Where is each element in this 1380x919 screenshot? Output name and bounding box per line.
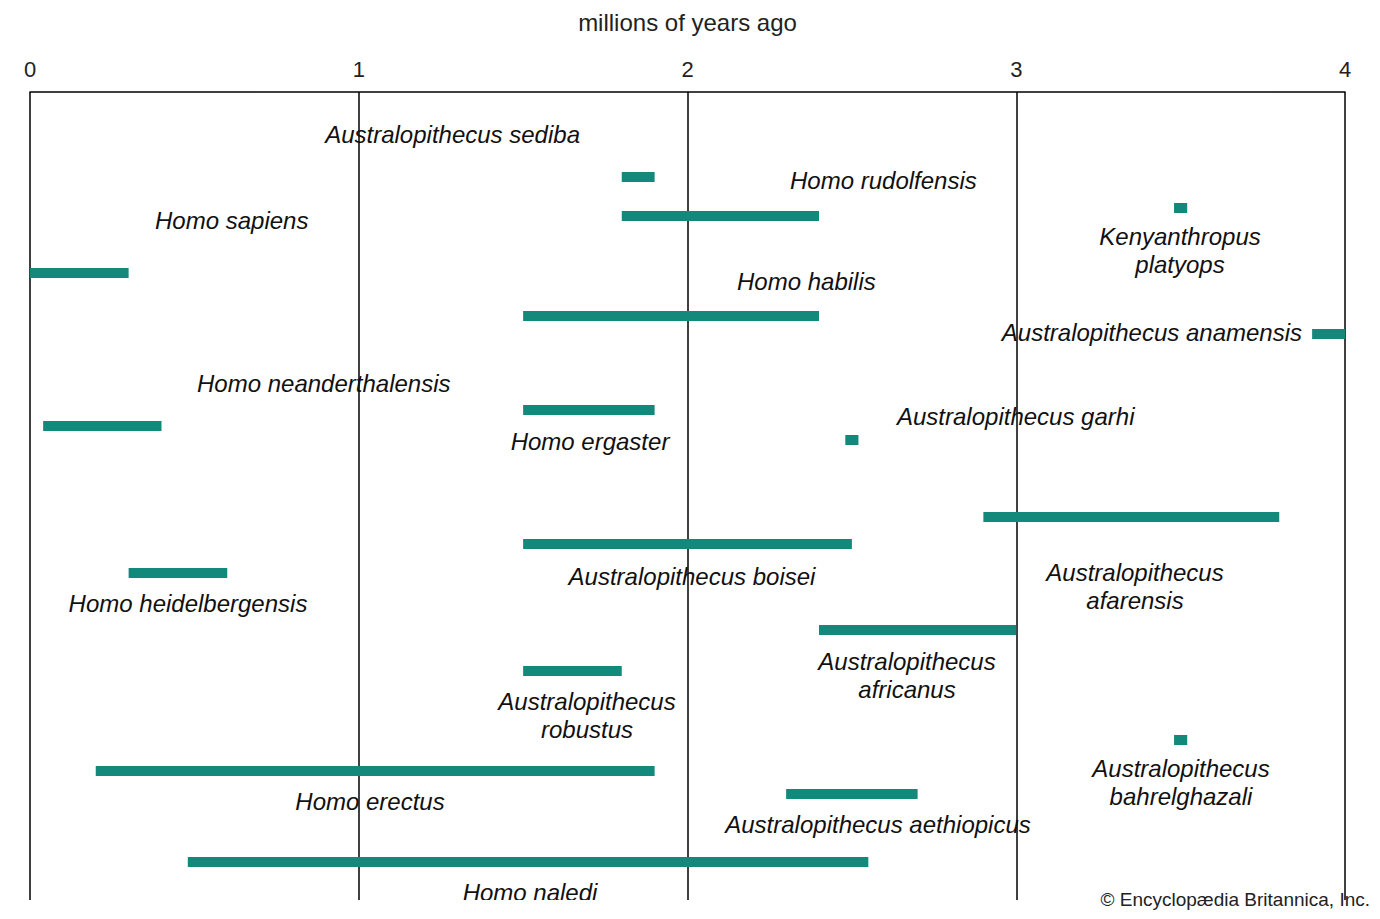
svg-text:0: 0 [24,57,36,82]
svg-text:© Encyclopædia Britannica, Inc: © Encyclopædia Britannica, Inc. [1100,889,1370,910]
svg-text:Australopithecus boisei: Australopithecus boisei [567,563,816,590]
svg-text:afarensis: afarensis [1086,587,1183,614]
svg-text:bahrelghazali: bahrelghazali [1110,783,1253,810]
svg-text:4: 4 [1339,57,1351,82]
svg-text:Homo rudolfensis: Homo rudolfensis [790,167,977,194]
svg-text:Australopithecus aethiopicus: Australopithecus aethiopicus [723,811,1031,838]
svg-text:Australopithecus: Australopithecus [1044,559,1223,586]
svg-text:Homo sapiens: Homo sapiens [155,207,308,234]
svg-text:Homo erectus: Homo erectus [295,788,444,815]
svg-text:platyops: platyops [1134,251,1224,278]
svg-text:2: 2 [681,57,693,82]
svg-text:Homo neanderthalensis: Homo neanderthalensis [197,370,451,397]
svg-text:Homo naledi: Homo naledi [463,879,598,906]
svg-text:Australopithecus: Australopithecus [1090,755,1269,782]
svg-text:3: 3 [1010,57,1022,82]
svg-text:Australopithecus: Australopithecus [496,688,675,715]
svg-text:Australopithecus sediba: Australopithecus sediba [323,121,580,148]
svg-text:africanus: africanus [858,676,955,703]
svg-text:Australopithecus: Australopithecus [816,648,995,675]
svg-text:1: 1 [353,57,365,82]
svg-text:Homo ergaster: Homo ergaster [511,428,671,455]
svg-text:Australopithecus garhi: Australopithecus garhi [895,403,1135,430]
svg-text:millions of years ago: millions of years ago [578,9,797,36]
svg-text:Homo heidelbergensis: Homo heidelbergensis [69,590,308,617]
svg-text:Kenyanthropus: Kenyanthropus [1099,223,1260,250]
svg-text:Homo habilis: Homo habilis [737,268,876,295]
svg-text:robustus: robustus [541,716,633,743]
svg-text:Australopithecus anamensis: Australopithecus anamensis [1000,319,1302,346]
